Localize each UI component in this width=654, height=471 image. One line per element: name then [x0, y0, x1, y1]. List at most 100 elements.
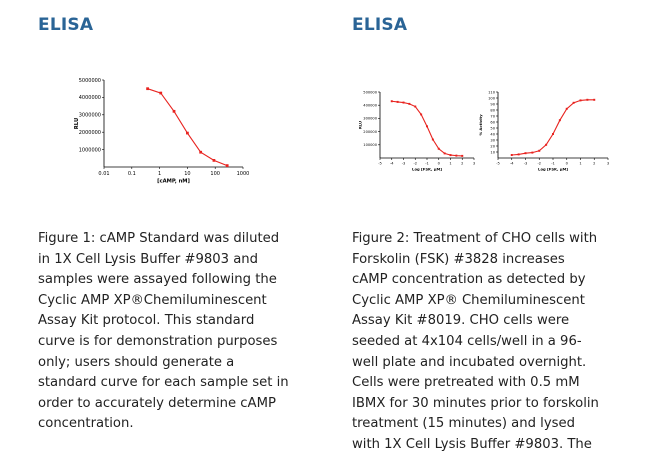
x-tick-label: -1	[551, 162, 555, 166]
y-tick-label: 3000000	[79, 113, 101, 119]
series-line	[147, 88, 228, 167]
x-tick-label: 3	[607, 162, 609, 166]
caption-line: Figure 2: Treatment of CHO cells with	[352, 231, 598, 246]
x-tick-label: -2	[413, 162, 417, 166]
x-tick-label: 1	[158, 171, 161, 177]
data-point	[402, 101, 405, 104]
series-line	[391, 100, 463, 157]
figure-1-heading: ELISA	[38, 15, 94, 35]
x-tick-label: 0.1	[128, 171, 136, 177]
y-axis-label: RLU	[74, 118, 80, 129]
x-tick-label: 3	[473, 162, 475, 166]
x-tick-label: 100	[210, 171, 220, 177]
caption-line: in 1X Cell Lysis Buffer #9803 and	[38, 251, 259, 267]
x-tick-label: 1000	[237, 171, 250, 177]
y-tick-label: 100000	[363, 143, 377, 147]
y-tick-label: 50	[490, 126, 495, 130]
data-point	[420, 113, 423, 116]
caption-line: order to accurately determine cAMP	[38, 395, 276, 411]
x-tick-label: -3	[524, 162, 528, 166]
data-point	[593, 98, 596, 101]
caption-line: Assay Kit protocol. This standard	[38, 313, 255, 329]
data-point	[414, 105, 417, 108]
x-tick-label: 1	[449, 162, 451, 166]
data-point	[565, 107, 568, 110]
data-point	[225, 164, 229, 167]
x-tick-label: -1	[425, 162, 429, 166]
data-point	[552, 133, 554, 135]
data-point	[524, 152, 527, 155]
y-tick-label: 100	[488, 96, 496, 100]
data-point	[510, 154, 513, 156]
y-axis-label: % Activity	[478, 114, 483, 136]
x-tick-label: -4	[390, 162, 394, 166]
data-point	[408, 102, 411, 105]
y-tick-label: 4000000	[79, 95, 101, 101]
caption-line: cAMP concentration as detected by	[352, 272, 586, 288]
y-tick-label: 400000	[363, 103, 377, 107]
figure-2-caption: Figure 2: Treatment of CHO cells with For…	[352, 229, 650, 456]
caption-line: Assay Kit #8019. CHO cells were	[352, 313, 570, 329]
x-tick-label: -5	[378, 162, 382, 166]
data-point	[146, 87, 149, 91]
x-tick-label: 2	[461, 162, 463, 166]
x-axis-label: Log [FSK, µM]	[538, 167, 568, 172]
data-point	[443, 152, 446, 155]
caption-line: well plate and incubated overnight.	[352, 354, 587, 370]
caption-line: samples were assayed following the	[38, 272, 277, 288]
caption-line: Cyclic AMP XP® Chemiluminescent	[352, 292, 585, 308]
caption-line: Cells were pretreated with 0.5 mM	[352, 375, 580, 391]
y-tick-label: 300000	[363, 117, 377, 121]
series-line	[511, 99, 595, 156]
camp-standard-curve-chart: 1000000 2000000 3000000 4000000 5000000 0.01 0…	[74, 78, 250, 185]
caption-line: Figure 1: cAMP Standard was diluted	[38, 231, 280, 246]
data-point	[212, 159, 216, 162]
x-tick-label: -4	[510, 162, 514, 166]
caption-line: standard curve for each sample set in	[38, 375, 289, 391]
y-tick-label: 500000	[363, 90, 377, 94]
data-point	[186, 131, 189, 135]
y-tick-label: 40	[490, 132, 495, 136]
y-tick-label: 70	[490, 114, 495, 118]
x-tick-label: 1	[579, 162, 581, 166]
data-point	[531, 151, 534, 154]
caption-line: concentration.	[38, 416, 134, 432]
caption-line: Cyclic AMP XP®Chemiluminescent	[38, 292, 267, 308]
data-point	[159, 91, 163, 95]
x-tick-label: 2	[593, 162, 595, 166]
y-tick-label: 30	[490, 138, 495, 142]
caption-line: Forskolin (FSK) #3828 increases	[352, 251, 565, 267]
caption-line: with 1X Cell Lysis Buffer #9803. The	[352, 436, 592, 452]
y-tick-label: 2000000	[79, 130, 101, 136]
y-tick-label: 200000	[363, 130, 377, 134]
x-tick-label: -2	[537, 162, 541, 166]
y-tick-label: 20	[490, 144, 495, 148]
data-point	[517, 153, 520, 156]
caption-line: IBMX for 30 minutes prior to forskolin	[352, 395, 599, 411]
data-point	[558, 119, 561, 122]
y-tick-label: 90	[490, 102, 495, 106]
data-point	[437, 147, 440, 150]
data-point	[461, 154, 464, 157]
y-tick-label: 60	[490, 120, 495, 124]
y-tick-label: 10	[490, 150, 495, 154]
data-point	[396, 100, 399, 103]
data-point	[586, 98, 589, 101]
data-point	[390, 100, 393, 103]
x-tick-label: 0	[438, 162, 441, 166]
data-point	[538, 149, 541, 152]
data-point	[455, 154, 458, 157]
data-point	[426, 125, 428, 128]
x-tick-label: -3	[402, 162, 406, 166]
fsk-activity-chart: 10 20 30 40 50 60 70 80 90 100 110 -5 -4 -3 -2 -1 0 1 2 3 Lo…	[478, 90, 609, 172]
x-tick-label: 0.01	[98, 171, 109, 177]
fsk-rlu-chart: 100000 200000 300000 400000 500000 -5 -4 -3 -2 -1…	[357, 90, 475, 171]
data-point	[172, 109, 176, 113]
data-point	[199, 150, 203, 154]
y-tick-label: 5000000	[79, 78, 101, 84]
data-point	[579, 99, 582, 102]
data-point	[572, 101, 575, 104]
y-tick-label: 80	[490, 108, 495, 112]
y-tick-label: 110	[488, 90, 496, 94]
figure-1-caption: Figure 1: cAMP Standard was diluted in 1X…	[38, 229, 336, 435]
